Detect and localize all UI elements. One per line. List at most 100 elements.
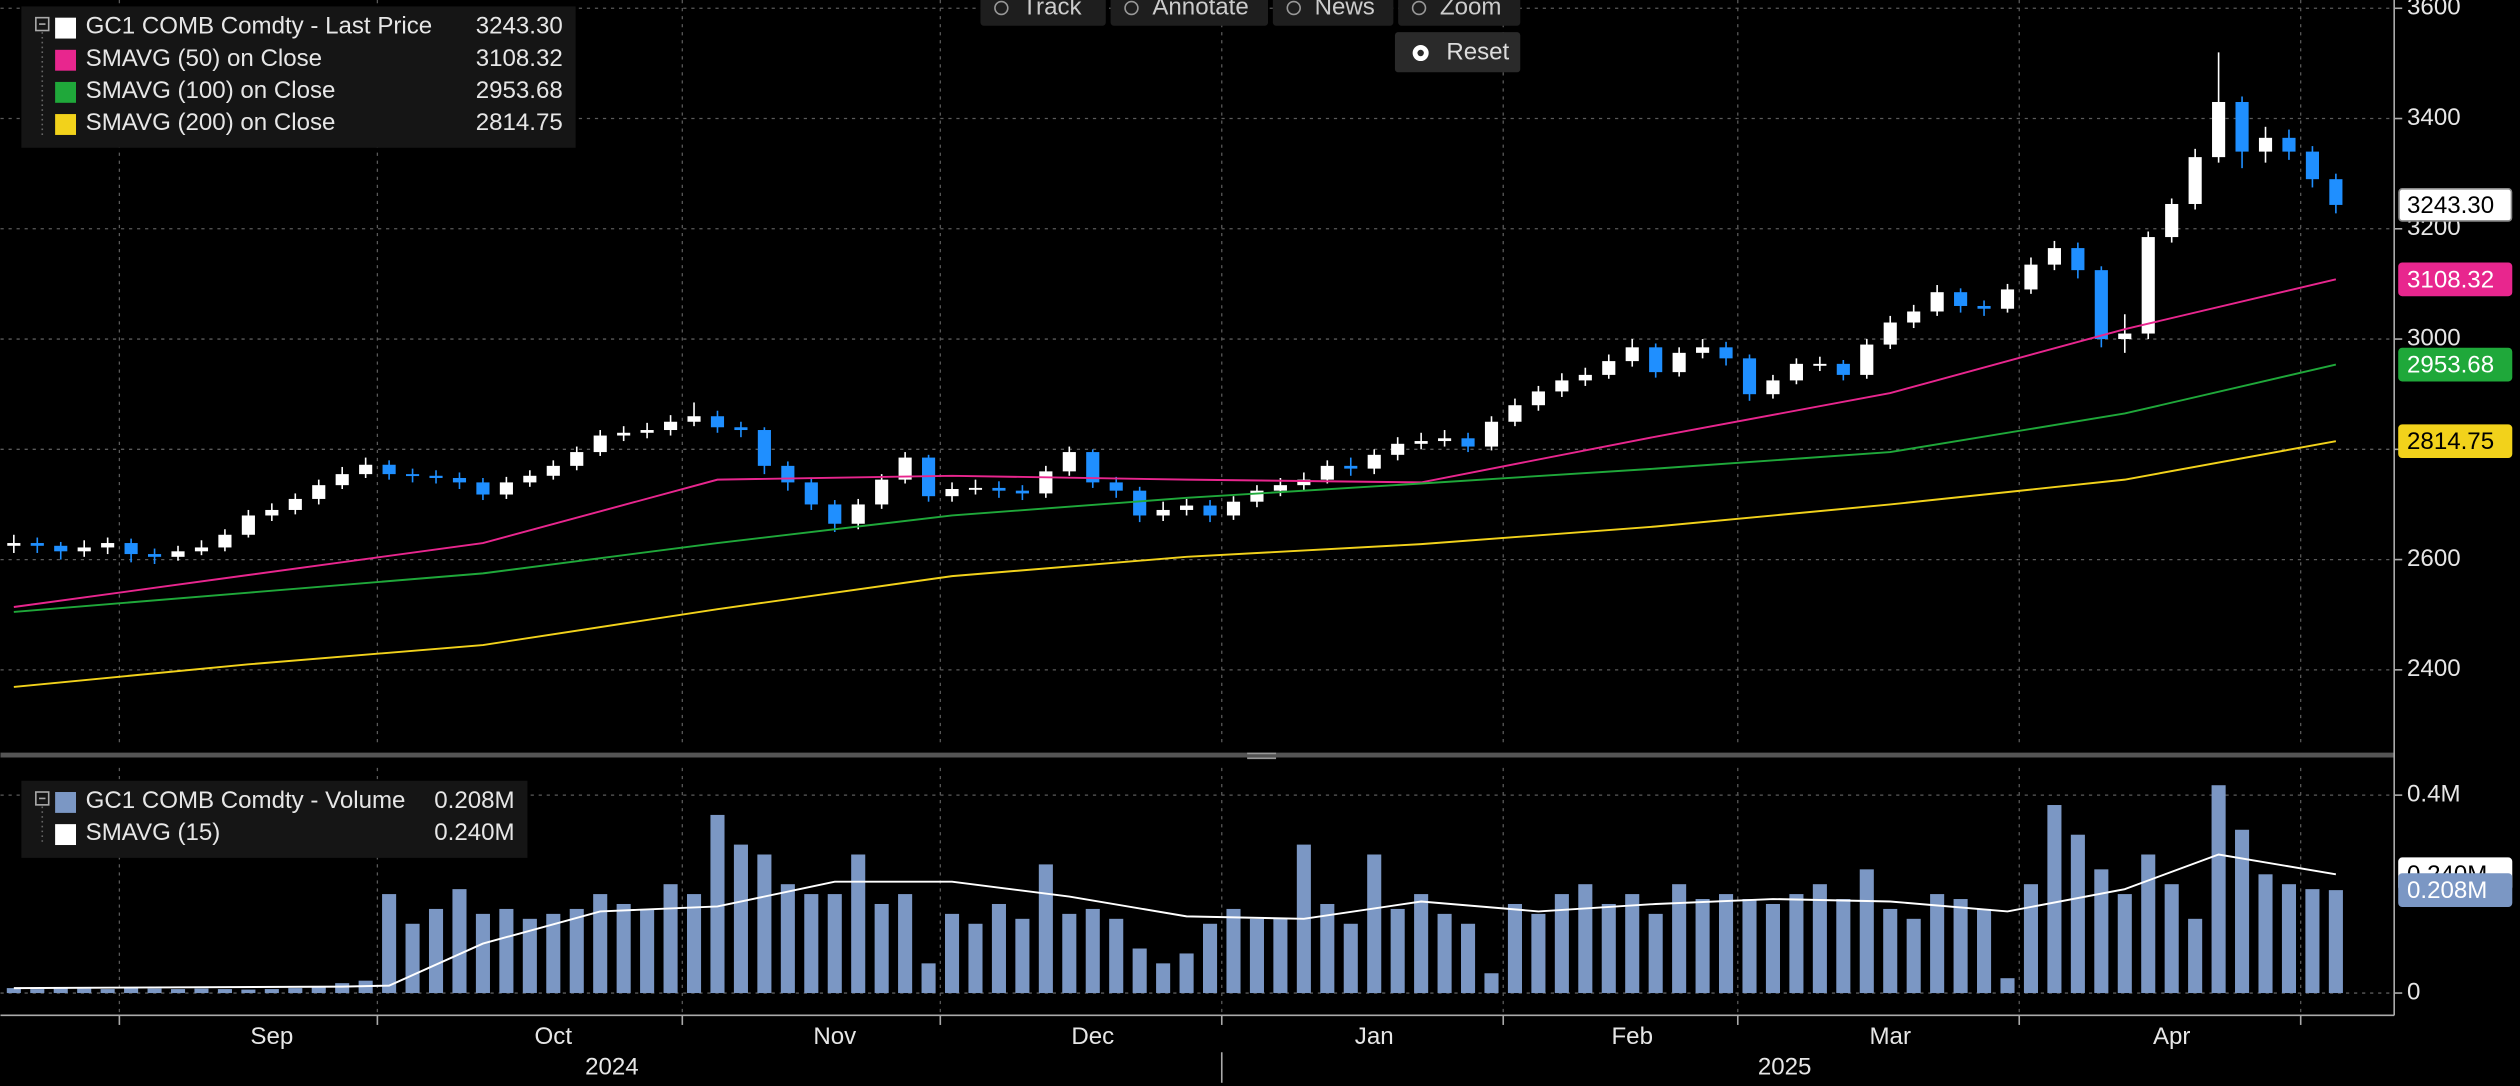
volume-bar bbox=[6, 988, 21, 994]
y-tick-label: 3000 bbox=[2407, 324, 2461, 351]
volume-bar bbox=[1789, 894, 1804, 994]
legend-value: 3108.32 bbox=[476, 45, 563, 72]
volume-bar bbox=[241, 989, 256, 994]
legend-collapse[interactable] bbox=[35, 16, 50, 32]
x-tick-label: Dec bbox=[1071, 1023, 1114, 1050]
y-tick-label: 3400 bbox=[2407, 104, 2461, 131]
candle-body bbox=[1860, 344, 1874, 375]
volume-bar bbox=[780, 884, 795, 994]
candle-body bbox=[664, 421, 678, 431]
toolbar-icon bbox=[994, 0, 1009, 16]
value-tag bbox=[2398, 424, 2513, 459]
volume-bar bbox=[2047, 805, 2062, 994]
x-group-label: 2025 bbox=[1758, 1054, 1812, 1081]
toolbar-label: Zoom bbox=[1440, 0, 1502, 20]
candle-body bbox=[1438, 438, 1452, 442]
candle-body bbox=[147, 554, 162, 557]
volume-bar bbox=[827, 894, 842, 994]
volume-bar bbox=[335, 983, 350, 994]
volume-bar bbox=[1437, 913, 1452, 994]
volume-bar bbox=[1273, 918, 1288, 994]
y-tick-label: 0 bbox=[2407, 978, 2420, 1005]
volume-bar bbox=[1367, 854, 1382, 994]
x-tick-label: Oct bbox=[535, 1023, 573, 1050]
candle-body bbox=[2165, 203, 2179, 238]
legend-swatch bbox=[55, 824, 77, 846]
candle-body bbox=[1156, 509, 1170, 516]
value-tag bbox=[2398, 262, 2513, 297]
volume-bar bbox=[100, 989, 115, 994]
x-group-label: 2024 bbox=[585, 1054, 639, 1081]
candle-body bbox=[2188, 157, 2202, 204]
candle-body bbox=[1649, 347, 1663, 373]
candle-body bbox=[476, 482, 490, 495]
value-tag-label: 0.208M bbox=[2407, 877, 2487, 904]
legend-swatch bbox=[55, 81, 77, 103]
toolbar-button[interactable] bbox=[980, 0, 1106, 26]
value-tag-label: 2814.75 bbox=[2407, 428, 2494, 455]
volume-bar bbox=[170, 989, 186, 994]
volume-bar bbox=[1672, 884, 1687, 994]
volume-bar bbox=[1883, 908, 1898, 994]
toolbar-button[interactable] bbox=[1110, 0, 1269, 26]
legend-value: 0.208M bbox=[434, 787, 514, 814]
candle-body bbox=[710, 416, 725, 428]
volume-bar bbox=[405, 923, 420, 994]
candle-body bbox=[54, 545, 68, 552]
candle-body bbox=[1086, 452, 1100, 483]
candle-body bbox=[1742, 358, 1757, 395]
reset-button[interactable] bbox=[1394, 32, 1521, 73]
candle-body bbox=[2258, 137, 2273, 152]
volume-bar bbox=[452, 889, 467, 994]
legend-collapse[interactable] bbox=[35, 791, 50, 806]
volume-bar bbox=[2188, 918, 2203, 994]
volume-bar bbox=[874, 903, 889, 994]
legend-value: 2953.68 bbox=[476, 77, 563, 104]
volume-bar bbox=[1062, 913, 1077, 994]
volume-bar bbox=[1554, 894, 1569, 994]
volume-bar bbox=[1461, 923, 1476, 994]
volume-bar bbox=[77, 988, 92, 994]
candle-body bbox=[2024, 264, 2038, 290]
volume-bar bbox=[2023, 884, 2039, 994]
legend-label: SMAVG (15) bbox=[86, 819, 221, 846]
value-tag bbox=[2398, 347, 2513, 382]
candle-body bbox=[992, 487, 1006, 491]
candle-body bbox=[2212, 101, 2226, 158]
candle-body bbox=[1836, 363, 1850, 375]
candle-body bbox=[1320, 465, 1334, 480]
volume-bar bbox=[1930, 894, 1945, 994]
y-tick-label: 2400 bbox=[2407, 655, 2461, 682]
sma-line bbox=[13, 363, 2337, 613]
toolbar-button[interactable] bbox=[1272, 0, 1394, 26]
candle-body bbox=[2094, 270, 2108, 340]
toolbar-button[interactable] bbox=[1398, 0, 1521, 26]
candle-body bbox=[617, 432, 631, 436]
candle-body bbox=[1954, 292, 1968, 306]
volume-bar bbox=[1812, 884, 1827, 994]
volume-bar bbox=[1156, 963, 1171, 994]
volume-bar bbox=[1742, 899, 1757, 994]
volume-bar bbox=[428, 908, 444, 994]
value-tag bbox=[2398, 873, 2513, 907]
x-tick-label: Mar bbox=[1869, 1023, 1910, 1050]
volume-bar bbox=[546, 913, 561, 994]
volume-bar bbox=[217, 989, 232, 994]
candle-body bbox=[1766, 380, 1780, 395]
volume-bar bbox=[1226, 908, 1241, 994]
candle-body bbox=[2118, 333, 2132, 340]
candle-body bbox=[593, 435, 607, 453]
volume-bar bbox=[1578, 884, 1593, 994]
candle-body bbox=[1039, 471, 1053, 494]
candle-body bbox=[218, 534, 232, 548]
toolbar-icon bbox=[1124, 0, 1139, 16]
legend-value: 2814.75 bbox=[476, 109, 563, 136]
candle-body bbox=[359, 464, 373, 475]
x-tick-label: Sep bbox=[250, 1023, 293, 1050]
candle-body bbox=[1015, 490, 1029, 494]
toolbar-icon bbox=[1286, 0, 1301, 16]
y-tick-label: 2600 bbox=[2407, 545, 2461, 572]
volume-bar bbox=[288, 988, 303, 994]
candle-body bbox=[898, 457, 912, 480]
volume-bar bbox=[1249, 918, 1264, 994]
